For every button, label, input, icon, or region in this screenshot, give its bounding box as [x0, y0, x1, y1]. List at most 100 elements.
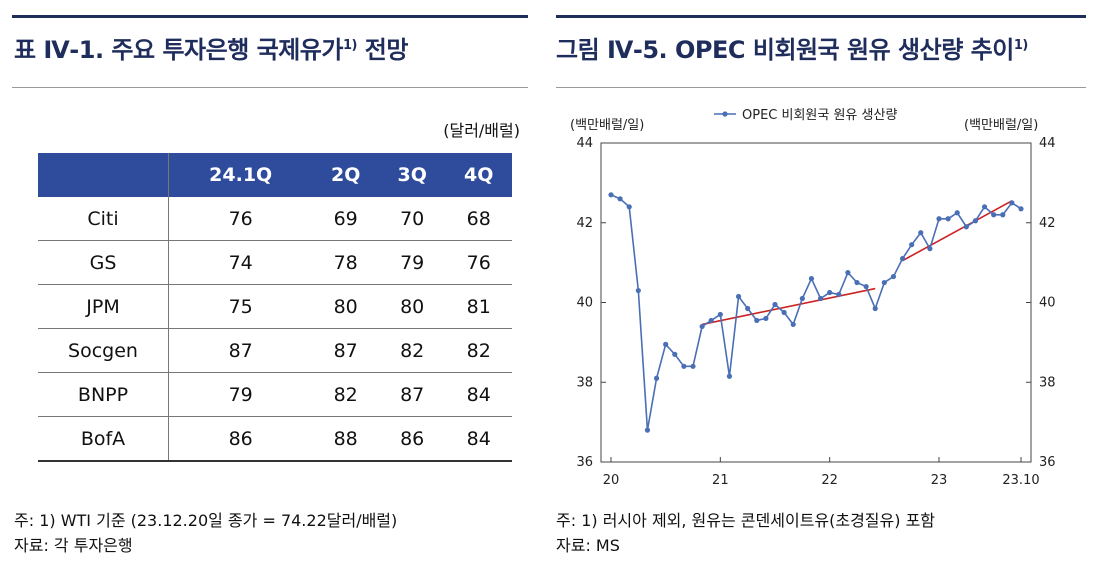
table-title: 표 Ⅳ-1. 주요 투자은행 국제유가1) 전망 — [14, 36, 408, 64]
trend-line — [701, 287, 876, 326]
data-point — [963, 224, 969, 230]
series-line — [608, 192, 1024, 433]
y-axis-label-left: (백만배럴/일) — [570, 118, 644, 133]
table-row: BNPP 79 82 87 84 — [38, 372, 512, 417]
table-cell: 84 — [445, 416, 512, 462]
data-point — [635, 287, 641, 294]
table-cell: 79 — [168, 372, 313, 417]
data-point — [1000, 212, 1006, 218]
table-cell: 81 — [445, 284, 512, 329]
table-corner-cell — [38, 153, 169, 197]
chart-title: 그림 Ⅳ-5. OPEC 비회원국 원유 생산량 추이1) — [556, 36, 1028, 64]
table-cell: 74 — [168, 240, 313, 285]
data-point — [681, 363, 687, 369]
data-point — [663, 341, 669, 347]
data-point — [781, 309, 787, 316]
data-point — [863, 283, 869, 290]
table-cell: 87 — [312, 328, 379, 373]
data-point — [972, 218, 979, 224]
data-point — [672, 351, 678, 357]
data-point — [981, 204, 988, 210]
legend-label: OPEC 비회원국 원유 생산량 — [742, 108, 897, 123]
bank-name: BofA — [38, 416, 169, 462]
y-tick-label-left: 36 — [576, 455, 593, 470]
x-tick-label: 22 — [821, 473, 838, 488]
data-point — [927, 246, 933, 252]
oil-price-forecast-table: 24.1Q 2Q 3Q 4Q Citi 76 69 70 68 GS 74 78… — [38, 153, 512, 462]
plot-frame — [600, 142, 1032, 463]
table-cell: 80 — [378, 284, 446, 329]
x-tick-label: 23.10 — [1002, 473, 1039, 488]
data-point — [763, 315, 769, 322]
table-cell: 86 — [168, 416, 313, 462]
data-point — [890, 273, 897, 280]
table-cell: 86 — [378, 416, 446, 462]
data-point — [745, 305, 751, 312]
table-cell: 87 — [168, 328, 313, 373]
y-tick-label-right: 42 — [1039, 216, 1056, 231]
data-point — [644, 427, 651, 433]
y-tick-label-left: 44 — [576, 136, 593, 151]
column-header: 2Q — [312, 153, 379, 197]
data-point — [845, 269, 851, 276]
table-cell: 76 — [445, 240, 512, 285]
data-point — [991, 212, 997, 218]
data-point — [918, 230, 924, 236]
column-header: 3Q — [378, 153, 446, 197]
y-tick-label-right: 40 — [1039, 296, 1056, 311]
table-footnote: 주: 1) WTI 기준 (23.12.20일 종가 = 74.22달러/배럴) — [14, 511, 398, 530]
data-point — [699, 323, 705, 330]
bank-name: GS — [38, 240, 169, 285]
table-row: JPM 75 80 80 81 — [38, 284, 512, 329]
data-point — [726, 373, 733, 379]
y-tick-label-right: 36 — [1039, 455, 1056, 470]
table-cell: 70 — [378, 197, 446, 241]
data-point — [954, 210, 960, 216]
table-cell: 78 — [312, 240, 379, 285]
table-unit: (달러/배럴) — [443, 121, 520, 140]
y-tick-label-left: 38 — [576, 375, 593, 390]
data-point — [936, 216, 942, 222]
data-point — [772, 301, 778, 308]
table-cell: 68 — [445, 197, 512, 241]
series-path — [610, 194, 1022, 431]
right-panel: 그림 Ⅳ-5. OPEC 비회원국 원유 생산량 추이1) 36 36 38 38 40… — [556, 0, 1096, 575]
chart-legend: OPEC 비회원국 원유 생산량 — [714, 108, 897, 123]
table-cell: 80 — [312, 284, 379, 329]
data-point — [1009, 200, 1015, 206]
data-point — [836, 291, 842, 298]
data-point — [799, 295, 805, 302]
x-tick-label: 20 — [603, 473, 620, 488]
data-point — [899, 256, 906, 262]
table-cell: 87 — [378, 372, 446, 417]
data-point — [872, 305, 878, 312]
chart-source: 자료: MS — [556, 536, 620, 555]
column-header: 24.1Q — [168, 153, 313, 197]
data-point — [626, 204, 632, 210]
oil-production-chart: 36 36 38 38 40 40 42 42 44 44 20 21 22 23 23.10 (백만배럴/일… — [570, 108, 1056, 488]
table-cell: 82 — [378, 328, 446, 373]
data-point — [617, 196, 623, 202]
y-tick-label-left: 42 — [576, 216, 593, 231]
chart-footnote: 주: 1) 러시아 제외, 원유는 콘덴세이트유(초경질유) 포함 — [556, 511, 936, 530]
data-point — [827, 289, 833, 296]
table-cell: 75 — [168, 284, 313, 329]
data-point — [754, 317, 760, 324]
left-sub-rule — [12, 87, 528, 88]
table-row: Socgen 87 87 82 82 — [38, 328, 512, 373]
table-cell: 88 — [312, 416, 379, 462]
table-row: GS 74 78 79 76 — [38, 240, 512, 285]
chart-axes: 36 36 38 38 40 40 42 42 44 44 20 21 22 23 23.10 (백만배럴/일… — [570, 118, 1056, 488]
data-point — [790, 321, 796, 328]
table-cell: 69 — [312, 197, 379, 241]
y-tick-label-left: 40 — [576, 296, 593, 311]
data-point — [708, 317, 714, 324]
left-top-rule — [12, 15, 528, 18]
table-row: BofA 86 88 86 84 — [38, 416, 512, 462]
table-cell: 82 — [445, 328, 512, 373]
data-point — [717, 311, 723, 318]
y-tick-label-right: 44 — [1039, 136, 1056, 151]
data-point — [945, 216, 951, 222]
table-source: 자료: 각 투자은행 — [14, 536, 133, 555]
data-point — [735, 293, 742, 300]
